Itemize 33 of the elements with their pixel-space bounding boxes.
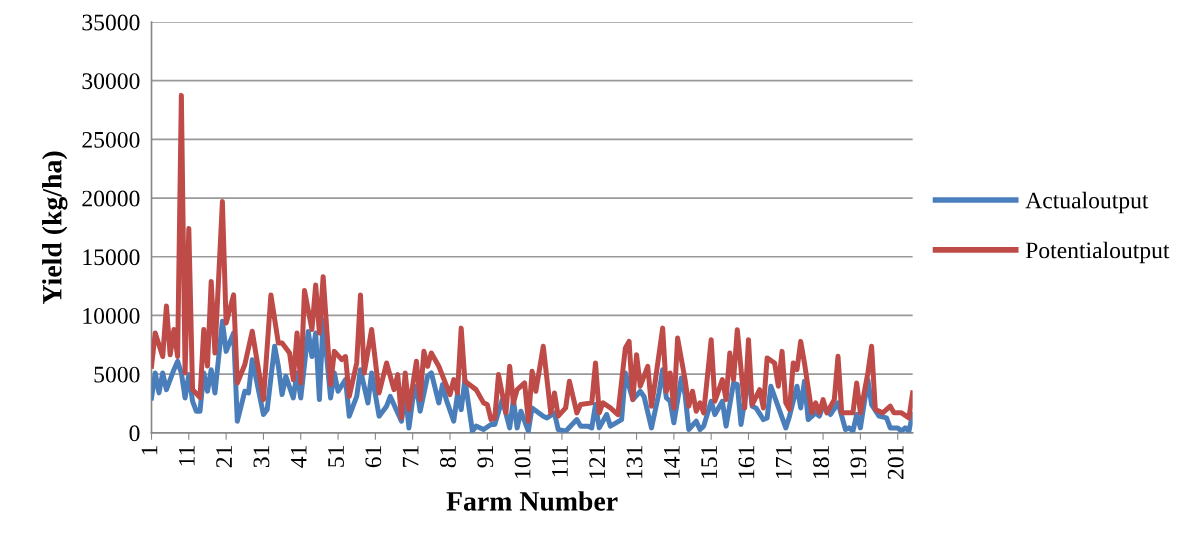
legend-label: Actualoutput (1025, 191, 1149, 214)
x-tick-label: 171 (775, 446, 792, 478)
x-tick-label: 81 (439, 446, 456, 468)
x-tick-label: 91 (477, 446, 494, 468)
x-tick-label: 191 (850, 446, 867, 478)
x-tick-label: 131 (626, 446, 643, 478)
y-tick-label: 5000 (94, 366, 140, 383)
x-tick-label: 181 (813, 446, 830, 478)
y-tick-label: 30000 (82, 73, 140, 90)
y-tick-label: 25000 (82, 131, 140, 148)
x-tick-label: 141 (663, 446, 680, 478)
x-tick-label: 111 (552, 446, 568, 477)
x-tick-label: 51 (328, 446, 344, 467)
x-tick-label: 61 (365, 446, 382, 468)
x-tick-label: 11 (178, 446, 195, 466)
y-tick-label: 20000 (82, 190, 140, 207)
x-tick-label: 161 (738, 446, 755, 478)
x-tick-label: 151 (701, 446, 718, 478)
y-tick-label: 0 (129, 425, 140, 442)
x-axis-title: Farm Number (446, 491, 618, 511)
y-tick-label: 15000 (83, 249, 140, 266)
x-tick-label: 201 (887, 446, 904, 480)
x-tick-label: 121 (589, 446, 605, 478)
x-tick-label: 31 (253, 446, 270, 468)
x-tick-label: 21 (216, 446, 232, 468)
y-tick-label: 10000 (83, 307, 140, 324)
x-tick-label: 101 (514, 446, 531, 478)
x-tick-label: 1 (141, 446, 158, 455)
y-tick-label: 35000 (82, 14, 140, 31)
legend-label: Potentialoutput (1025, 241, 1170, 264)
x-tick-label: 71 (402, 446, 419, 467)
y-axis-title: Yield (kg/ha) (42, 151, 68, 304)
x-tick-label: 41 (290, 446, 307, 468)
